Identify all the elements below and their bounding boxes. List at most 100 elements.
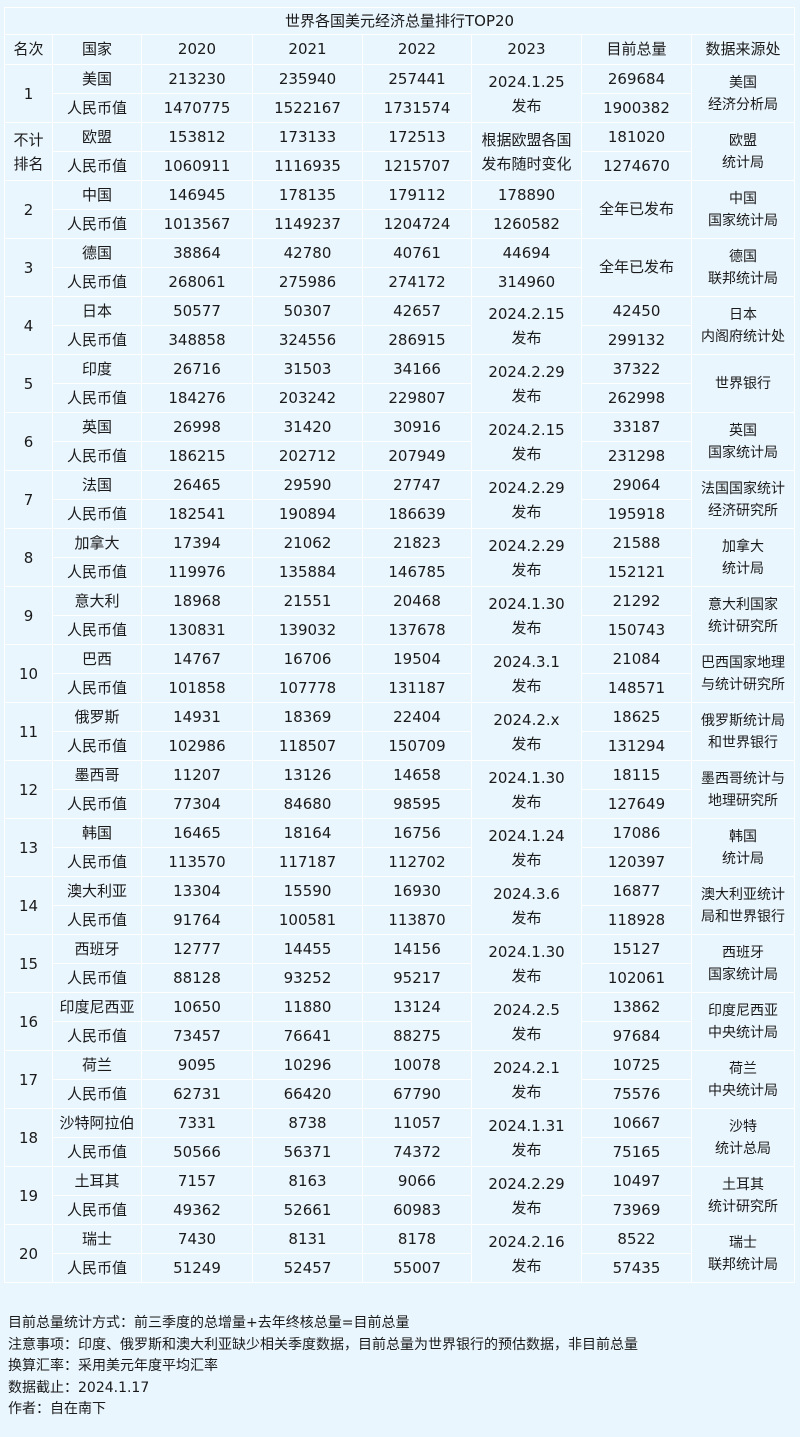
note-data-cutoff: 数据截止：2024.1.17 — [8, 1379, 150, 1396]
rmb-2021-cell: 139032 — [252, 615, 363, 645]
rmb-2023-cell: 314960 — [471, 267, 582, 297]
rmb-label-cell: 人民币值 — [52, 615, 142, 645]
rmb-label-cell: 人民币值 — [52, 1021, 142, 1051]
release-2023-cell: 2024.3.6 发布 — [471, 876, 582, 935]
header-2023: 2023 — [471, 34, 582, 65]
rmb-label-cell: 人民币值 — [52, 847, 142, 877]
table-row-rmb: 人民币值 88128 93252 95217 102061 — [5, 963, 795, 993]
rank-cell: 1 — [4, 64, 53, 123]
rmb-2021-cell: 84680 — [252, 789, 363, 819]
rmb-label-cell: 人民币值 — [52, 93, 142, 123]
rmb-2020-cell: 101858 — [141, 673, 253, 703]
rmb-2020-cell: 184276 — [141, 383, 253, 413]
table-row-usd: 13 韩国 16465 18164 16756 2024.1.24 发布 17086 韩国 统计局 — [4, 818, 796, 877]
current-usd-cell: 33187 — [581, 412, 692, 442]
header-2020: 2020 — [141, 34, 253, 65]
header-row: 名次 国家 2020 2021 2022 2023 目前总量 数据来源处 — [4, 34, 796, 65]
country-cell: 墨西哥 — [52, 760, 142, 790]
release-2023-cell: 2024.1.30 发布 — [471, 934, 582, 993]
rmb-2022-cell: 98595 — [362, 789, 472, 819]
usd-2020-cell: 11207 — [141, 760, 253, 790]
rmb-2021-cell: 117187 — [252, 847, 363, 877]
usd-2020-cell: 10650 — [141, 992, 253, 1022]
table-row-rmb: 人民币值 348858 324556 286915 299132 — [5, 325, 795, 355]
current-rmb-cell: 231298 — [581, 441, 692, 471]
usd-2020-cell: 26998 — [141, 412, 253, 442]
country-cell: 韩国 — [52, 818, 142, 848]
source-cell: 沙特 统计总局 — [690, 1108, 796, 1167]
rmb-label-cell: 人民币值 — [52, 383, 142, 413]
current-rmb-cell: 1900382 — [581, 93, 692, 123]
table-row-usd: 17 荷兰 9095 10296 10078 2024.2.1 发布 10725 荷兰 中央统计局 — [4, 1050, 796, 1109]
current-rmb-cell: 120397 — [581, 847, 692, 877]
usd-2022-cell: 20468 — [362, 586, 472, 616]
current-rmb-cell: 75576 — [581, 1079, 692, 1109]
table-body: 世界各国美元经济总量排行TOP20 名次 国家 2020 2021 2022 2… — [3, 7, 796, 1283]
rmb-2021-cell: 93252 — [252, 963, 363, 993]
rmb-2022-cell: 150709 — [362, 731, 472, 761]
table-row-rmb: 人民币值 113570 117187 112702 120397 — [5, 847, 795, 877]
release-2023-cell: 2024.1.31 发布 — [471, 1108, 582, 1167]
country-cell: 中国 — [52, 180, 142, 210]
usd-2020-cell: 7430 — [141, 1224, 253, 1254]
rmb-2020-cell: 348858 — [141, 325, 253, 355]
country-cell: 美国 — [52, 64, 142, 94]
current-rmb-cell: 131294 — [581, 731, 692, 761]
rank-cell: 4 — [4, 296, 53, 355]
usd-2020-cell: 26465 — [141, 470, 253, 500]
table-row-rmb: 人民币值 1060911 1116935 1215707 1274670 — [5, 151, 795, 181]
current-note-cell: 全年已发布 — [581, 180, 692, 239]
rmb-2021-cell: 52661 — [252, 1195, 363, 1225]
usd-2021-cell: 14455 — [252, 934, 363, 964]
current-usd-cell: 269684 — [581, 64, 692, 94]
rmb-2020-cell: 49362 — [141, 1195, 253, 1225]
table-row-rmb: 人民币值 186215 202712 207949 231298 — [5, 441, 795, 471]
usd-2021-cell: 15590 — [252, 876, 363, 906]
current-rmb-cell: 299132 — [581, 325, 692, 355]
usd-2021-cell: 8131 — [252, 1224, 363, 1254]
rmb-2020-cell: 77304 — [141, 789, 253, 819]
source-cell: 法国国家统计 经济研究所 — [690, 470, 796, 529]
usd-2020-cell: 153812 — [141, 122, 253, 152]
current-usd-cell: 8522 — [581, 1224, 692, 1254]
usd-2021-cell: 31503 — [252, 354, 363, 384]
usd-2022-cell: 42657 — [362, 296, 472, 326]
rank-cell: 7 — [4, 470, 53, 529]
table-row-rmb: 人民币值 91764 100581 113870 118928 — [5, 905, 795, 935]
header-rank: 名次 — [4, 34, 53, 65]
rmb-2020-cell: 51249 — [141, 1253, 253, 1283]
usd-2022-cell: 14658 — [362, 760, 472, 790]
rmb-label-cell: 人民币值 — [52, 209, 142, 239]
rmb-label-cell: 人民币值 — [52, 673, 142, 703]
rank-cell: 3 — [4, 238, 53, 297]
usd-2020-cell: 50577 — [141, 296, 253, 326]
release-2023-cell: 2024.2.15 发布 — [471, 296, 582, 355]
table-row-usd: 4 日本 50577 50307 42657 2024.2.15 发布 42450 日本 内阁府统… — [4, 296, 796, 355]
usd-2022-cell: 8178 — [362, 1224, 472, 1254]
source-cell: 墨西哥统计与 地理研究所 — [690, 760, 796, 819]
source-cell: 澳大利亚统计 局和世界银行 — [690, 876, 796, 935]
usd-2021-cell: 18164 — [252, 818, 363, 848]
release-2023-cell: 2024.2.29 发布 — [471, 354, 582, 413]
rank-cell: 18 — [4, 1108, 53, 1167]
release-2023-cell: 2024.2.29 发布 — [471, 528, 582, 587]
rmb-label-cell: 人民币值 — [52, 1195, 142, 1225]
country-cell: 印度尼西亚 — [52, 992, 142, 1022]
rmb-2020-cell: 91764 — [141, 905, 253, 935]
rmb-2021-cell: 1522167 — [252, 93, 363, 123]
usd-2021-cell: 11880 — [252, 992, 363, 1022]
usd-2022-cell: 27747 — [362, 470, 472, 500]
rmb-label-cell: 人民币值 — [52, 1253, 142, 1283]
rmb-2021-cell: 76641 — [252, 1021, 363, 1051]
rmb-2021-cell: 56371 — [252, 1137, 363, 1167]
rmb-label-cell: 人民币值 — [52, 1137, 142, 1167]
rmb-label-cell: 人民币值 — [52, 499, 142, 529]
rmb-2020-cell: 182541 — [141, 499, 253, 529]
table-row-rmb: 人民币值 182541 190894 186639 195918 — [5, 499, 795, 529]
rmb-2020-cell: 130831 — [141, 615, 253, 645]
country-cell: 英国 — [52, 412, 142, 442]
current-usd-cell: 42450 — [581, 296, 692, 326]
rmb-2022-cell: 274172 — [362, 267, 472, 297]
source-cell: 瑞士 联邦统计局 — [690, 1224, 796, 1283]
table-row-rmb: 人民币值 62731 66420 67790 75576 — [5, 1079, 795, 1109]
